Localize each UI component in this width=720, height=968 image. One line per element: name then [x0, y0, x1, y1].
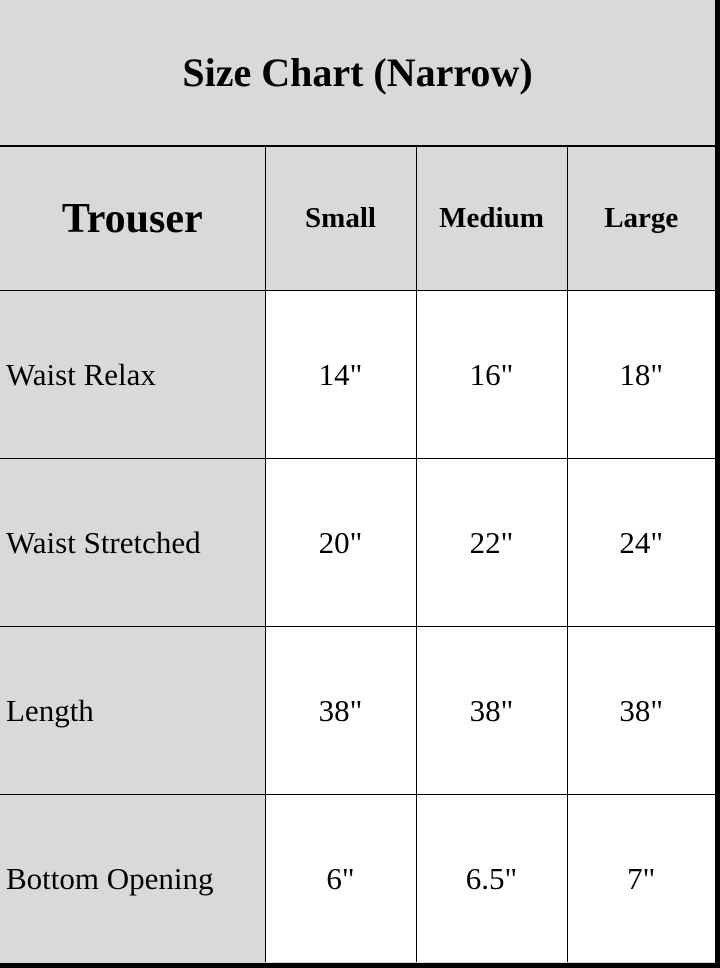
cell-value: 20": [264, 458, 417, 627]
cell-value: 6": [264, 794, 417, 962]
header-small: Small: [264, 145, 417, 291]
cell-value: 18": [566, 290, 715, 459]
cell-value: 38": [415, 626, 568, 795]
table-row: Waist Relax 14" 16" 18": [0, 290, 715, 459]
chart-title: Size Chart (Narrow): [182, 50, 533, 95]
header-medium: Medium: [415, 145, 568, 291]
size-table: Trouser Small Medium Large Waist Relax 1…: [0, 145, 715, 962]
cell-value: 24": [566, 458, 715, 627]
header-large: Large: [566, 145, 715, 291]
cell-value: 38": [264, 626, 417, 795]
table-row: Length 38" 38" 38": [0, 626, 715, 795]
cell-value: 22": [415, 458, 568, 627]
table-row: Waist Stretched 20" 22" 24": [0, 458, 715, 627]
table-row: Bottom Opening 6" 6.5" 7": [0, 794, 715, 962]
cell-value: 38": [566, 626, 715, 795]
row-label: Bottom Opening: [0, 794, 266, 962]
cell-value: 16": [415, 290, 568, 459]
row-label: Waist Relax: [0, 290, 266, 459]
cell-value: 14": [264, 290, 417, 459]
row-label: Length: [0, 626, 266, 795]
row-label: Waist Stretched: [0, 458, 266, 627]
header-row: Trouser Small Medium Large: [0, 145, 715, 291]
header-trouser: Trouser: [0, 145, 266, 291]
cell-value: 7": [566, 794, 715, 962]
cell-value: 6.5": [415, 794, 568, 962]
